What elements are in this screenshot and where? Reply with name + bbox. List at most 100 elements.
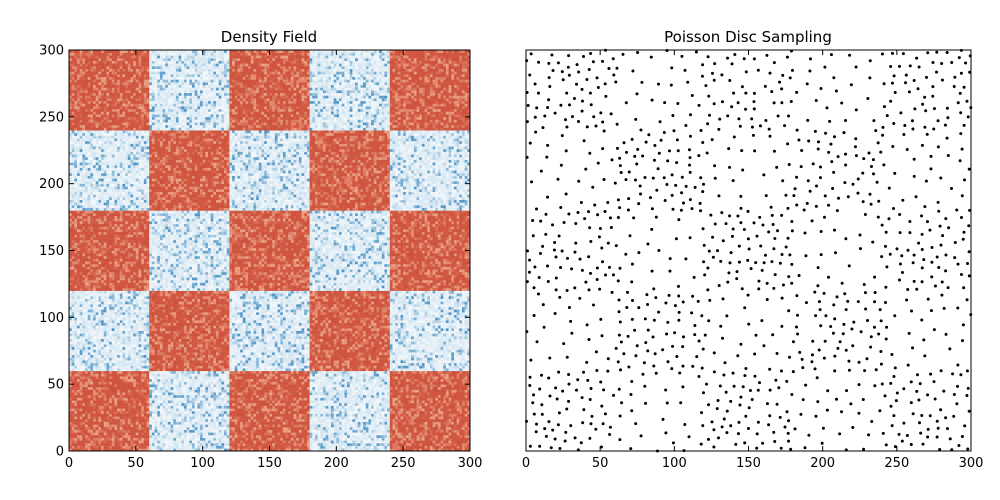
- density-x-tick-label-0: 0: [65, 456, 73, 471]
- poisson-point: [588, 91, 592, 95]
- poisson-point: [915, 56, 919, 60]
- poisson-point: [842, 322, 846, 326]
- poisson-point: [869, 202, 873, 206]
- poisson-point: [790, 262, 794, 266]
- poisson-point: [601, 422, 605, 426]
- poisson-point: [805, 82, 809, 86]
- poisson-point: [731, 227, 735, 231]
- poisson-point: [911, 127, 915, 131]
- poisson-point: [926, 297, 930, 301]
- poisson-point: [799, 165, 803, 169]
- poisson-point: [783, 124, 787, 128]
- poisson-point: [688, 156, 692, 160]
- poisson-point: [911, 412, 915, 416]
- poisson-point: [935, 70, 939, 74]
- poisson-point: [898, 231, 902, 235]
- poisson-point: [582, 408, 586, 412]
- poisson-point: [695, 355, 699, 359]
- poisson-point: [585, 360, 589, 364]
- poisson-point: [921, 102, 925, 106]
- poisson-x-axis: 0 50 100 150 200 250 300: [522, 50, 983, 471]
- poisson-point: [836, 155, 840, 159]
- poisson-point: [875, 180, 879, 184]
- poisson-point: [920, 232, 924, 236]
- poisson-point: [765, 281, 769, 285]
- poisson-point: [956, 363, 960, 367]
- poisson-point: [664, 431, 668, 435]
- poisson-point: [787, 309, 791, 313]
- poisson-point: [952, 85, 956, 89]
- poisson-point: [902, 387, 906, 391]
- poisson-point: [546, 280, 550, 284]
- poisson-point: [828, 119, 832, 123]
- poisson-point: [721, 297, 725, 301]
- poisson-point: [702, 182, 706, 186]
- poisson-point: [735, 270, 739, 274]
- poisson-point: [626, 208, 630, 212]
- poisson-point: [878, 409, 882, 413]
- poisson-point: [772, 247, 776, 251]
- poisson-point: [679, 401, 683, 405]
- poisson-point: [951, 372, 955, 376]
- poisson-point: [560, 249, 564, 253]
- poisson-point: [780, 213, 784, 217]
- poisson-point: [941, 234, 945, 238]
- poisson-point: [840, 410, 844, 414]
- poisson-point: [775, 351, 779, 355]
- poisson-point: [759, 244, 763, 248]
- poisson-point: [924, 109, 928, 113]
- poisson-point: [912, 157, 916, 161]
- poisson-point: [912, 253, 916, 257]
- poisson-point: [822, 356, 826, 360]
- poisson-point: [824, 131, 828, 135]
- poisson-point: [588, 398, 592, 402]
- poisson-point: [548, 394, 552, 398]
- poisson-point: [765, 402, 769, 406]
- poisson-point: [686, 80, 690, 84]
- poisson-point: [817, 348, 821, 352]
- poisson-point: [719, 259, 723, 263]
- poisson-point: [691, 364, 695, 368]
- poisson-point: [558, 447, 562, 451]
- poisson-point: [677, 284, 681, 288]
- poisson-point: [763, 253, 767, 257]
- poisson-point: [920, 266, 924, 270]
- poisson-point: [744, 91, 748, 95]
- poisson-point: [936, 426, 940, 430]
- poisson-point: [835, 295, 839, 299]
- poisson-point: [915, 373, 919, 377]
- poisson-point: [657, 310, 661, 314]
- poisson-point: [767, 423, 771, 427]
- poisson-point: [670, 367, 674, 371]
- poisson-point: [923, 125, 927, 129]
- poisson-point: [779, 446, 783, 450]
- poisson-point: [688, 198, 692, 202]
- poisson-point: [818, 165, 822, 169]
- poisson-point: [611, 57, 615, 61]
- poisson-point: [758, 381, 762, 385]
- poisson-point: [928, 414, 932, 418]
- poisson-point: [818, 308, 822, 312]
- poisson-point: [758, 215, 762, 219]
- poisson-point: [596, 86, 600, 90]
- poisson-point: [540, 412, 544, 416]
- poisson-point: [557, 370, 561, 374]
- poisson-point: [778, 261, 782, 265]
- poisson-point: [674, 237, 678, 241]
- poisson-point: [568, 103, 572, 107]
- density-x-tick-label-1: 50: [128, 456, 145, 471]
- poisson-point: [955, 384, 959, 388]
- poisson-point: [694, 50, 698, 54]
- poisson-point: [725, 314, 729, 318]
- poisson-point: [618, 320, 622, 324]
- poisson-point: [614, 346, 618, 350]
- poisson-point: [752, 91, 756, 95]
- poisson-point: [843, 181, 847, 185]
- poisson-point: [635, 92, 639, 96]
- poisson-point: [879, 319, 883, 323]
- poisson-point: [804, 254, 808, 258]
- poisson-point: [884, 285, 888, 289]
- poisson-point: [709, 213, 713, 217]
- poisson-point: [857, 360, 861, 364]
- poisson-point: [957, 443, 961, 447]
